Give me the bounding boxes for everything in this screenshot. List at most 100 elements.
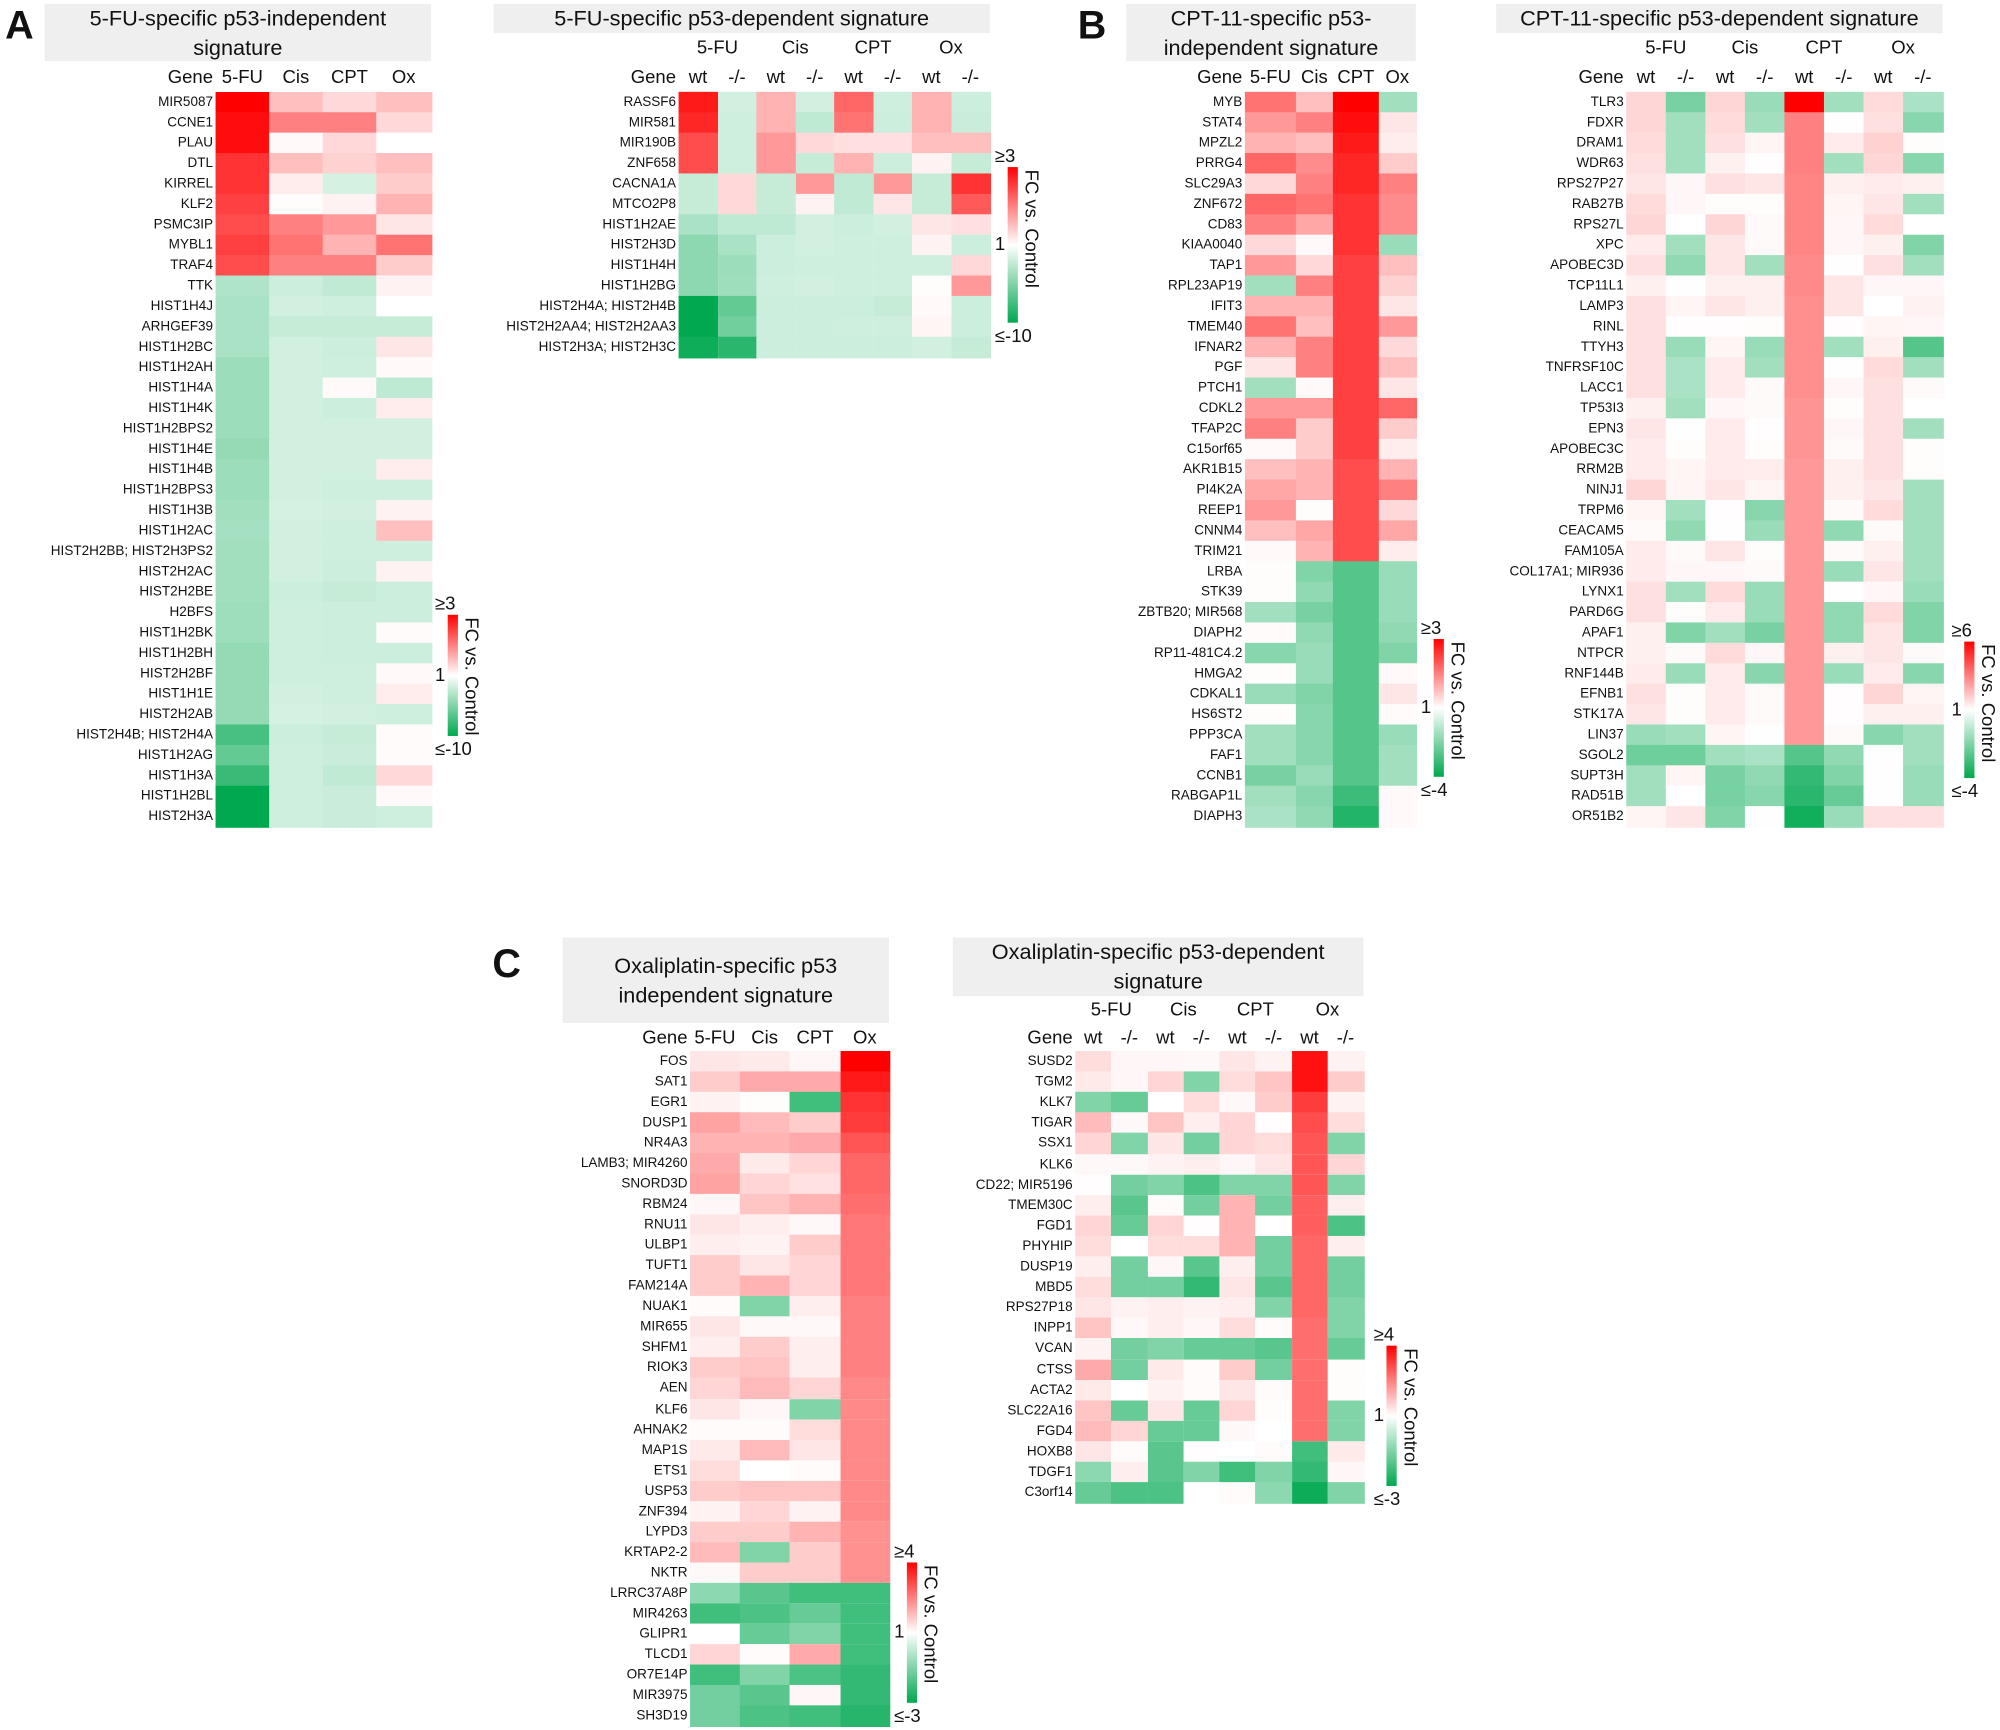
heatmap-cell [1332, 193, 1380, 216]
heatmap-cell [1332, 724, 1380, 746]
heatmap-cell [215, 602, 270, 624]
heatmap-cell [1863, 275, 1904, 297]
heatmap-cell [322, 683, 378, 705]
heatmap-cell [1863, 520, 1904, 542]
heatmap-cell [1823, 336, 1865, 358]
heatmap-cell [1075, 1297, 1113, 1319]
gene-label: MIR5087 [158, 94, 214, 110]
heatmap-cell [1823, 806, 1865, 828]
heatmap-cell [1378, 561, 1417, 583]
heatmap-cell [1219, 1482, 1257, 1504]
heatmap-cell [1665, 520, 1707, 542]
heatmap-cell [1784, 622, 1825, 644]
heatmap-cell [1378, 336, 1417, 358]
heatmap-cell [834, 214, 874, 236]
heatmap-cell [1291, 1174, 1329, 1196]
heatmap-cell [756, 173, 797, 195]
heatmap-cell [1626, 397, 1667, 420]
heatmap-cell [1111, 1317, 1149, 1340]
gene-label: MIR190B [619, 135, 677, 151]
legend-max-label: ≥4 [894, 1542, 915, 1563]
column-header: Cis [751, 1028, 779, 1049]
gene-label: MBD5 [1035, 1279, 1073, 1295]
heatmap-cell [690, 1664, 741, 1686]
heatmap-cell [1705, 479, 1746, 501]
heatmap-cell [1784, 295, 1825, 318]
heatmap-cell [1665, 438, 1707, 460]
gene-label: HIST1H2BPS2 [122, 420, 214, 437]
gene-label: COL17A1; MIR936 [1509, 563, 1624, 580]
heatmap-cell [1332, 275, 1380, 297]
heatmap-cell [1147, 1297, 1185, 1319]
heatmap-cell [1183, 1379, 1221, 1401]
gene-label: LAMP3 [1579, 298, 1624, 314]
column-group-header: Ox [1891, 38, 1915, 59]
heatmap-cell [269, 295, 324, 318]
column-header: 5-FU [1249, 67, 1291, 89]
gene-label: FDXR [1586, 114, 1624, 131]
heatmap-cell [1255, 1461, 1293, 1484]
heatmap-cell [950, 112, 991, 134]
heatmap-cell [1327, 1194, 1365, 1217]
heatmap-cell [1665, 173, 1707, 195]
heatmap-cell [1705, 520, 1746, 542]
heatmap-cell [376, 683, 432, 705]
heatmap-cell [1295, 275, 1334, 297]
heatmap-cell [756, 132, 797, 154]
heatmap-cell [1626, 153, 1667, 175]
heatmap-title: Oxaliplatin-specific p53 independent sig… [562, 937, 890, 1023]
heatmap-cell [1863, 132, 1904, 154]
heatmap-cell [1744, 622, 1786, 644]
heatmap-cell [376, 153, 432, 175]
heatmap-cell [1378, 234, 1417, 256]
heatmap-cell [690, 1582, 741, 1604]
heatmap-cell [1327, 1317, 1365, 1340]
gene-label: HIST1H4B [148, 461, 214, 478]
heatmap-cell [739, 1194, 791, 1216]
heatmap-cell [1111, 1153, 1149, 1175]
heatmap-cell [1863, 357, 1904, 379]
heatmap-cell [1784, 214, 1825, 236]
column-header: CPT [796, 1028, 834, 1049]
heatmap-cell [269, 602, 324, 624]
heatmap-cell [1903, 499, 1944, 522]
heatmap-cell [269, 581, 324, 603]
heatmap-cell [690, 1071, 741, 1093]
gene-label: MYB [1213, 94, 1243, 110]
gene-label: HIST2H3A [148, 808, 214, 824]
heatmap-cell [873, 234, 913, 256]
heatmap-cell [1744, 479, 1786, 501]
heatmap-cell [1332, 785, 1380, 807]
heatmap-cell [873, 275, 913, 297]
heatmap-cell [1183, 1215, 1221, 1237]
heatmap-cell [1626, 234, 1667, 256]
heatmap-cell [840, 1316, 890, 1338]
gene-label: RINL [1592, 318, 1624, 335]
heatmap-cell [756, 295, 797, 318]
heatmap-cell [1665, 806, 1707, 828]
heatmap-cell [1903, 785, 1944, 807]
column-header: Cis [282, 67, 310, 89]
heatmap-cell [1665, 765, 1707, 787]
heatmap-cell [678, 173, 719, 195]
heatmap-cell [1332, 581, 1380, 603]
heatmap-cell [739, 1316, 791, 1338]
gene-label: CEACAM5 [1558, 522, 1624, 539]
heatmap-cell [1665, 642, 1707, 665]
heatmap-cell [1705, 724, 1746, 746]
heatmap-cell [1823, 438, 1865, 460]
column-group-header: Cis [1731, 38, 1759, 59]
heatmap-cell [1244, 499, 1297, 522]
heatmap-cell [1863, 602, 1904, 624]
heatmap-cell [795, 295, 835, 318]
heatmap-cell [795, 214, 835, 236]
heatmap-cell [1244, 153, 1297, 175]
heatmap-cell [911, 275, 952, 297]
heatmap-cell [1823, 499, 1865, 522]
heatmap-cell [1378, 683, 1417, 705]
heatmap-cell [1903, 336, 1944, 358]
heatmap-cell [1903, 622, 1944, 644]
gene-label: CDKAL1 [1189, 686, 1243, 702]
heatmap-cell [1327, 1276, 1365, 1299]
heatmap-cell [840, 1562, 890, 1584]
